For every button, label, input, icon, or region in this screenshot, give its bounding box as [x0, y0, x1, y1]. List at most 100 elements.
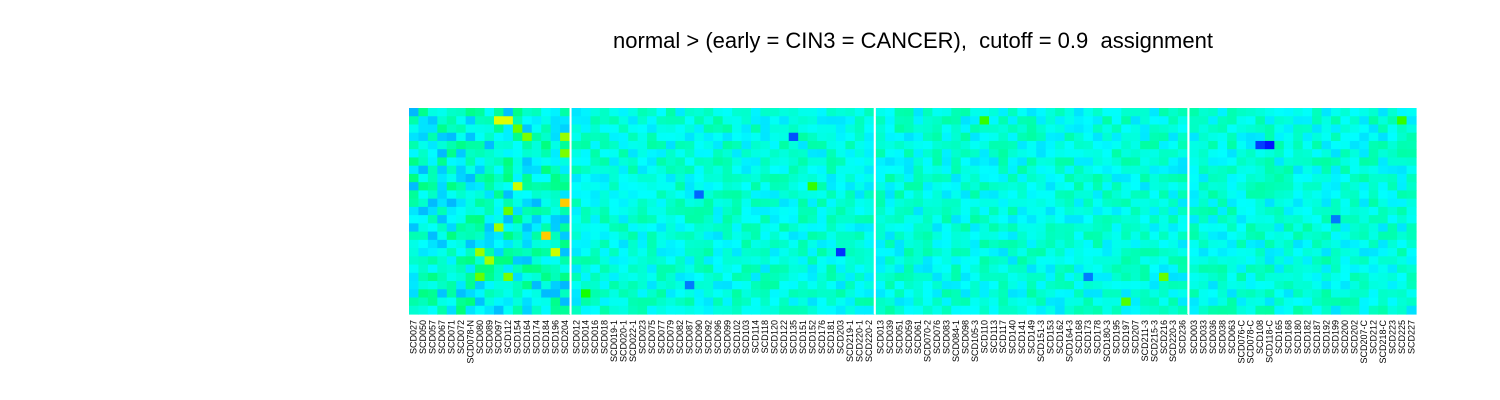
heatmap-cell: [885, 223, 896, 233]
heatmap-cell: [1083, 272, 1094, 282]
heatmap-cell: [418, 149, 429, 159]
heatmap-cell: [722, 264, 733, 274]
heatmap-cell: [864, 239, 875, 249]
heatmap-cell: [1359, 149, 1370, 159]
heatmap-cell: [1007, 198, 1018, 208]
heatmap-cell: [932, 190, 943, 200]
heatmap-cell: [571, 289, 582, 299]
heatmap-cell: [1302, 190, 1313, 200]
heatmap-cell: [1198, 256, 1209, 266]
heatmap-cell: [628, 256, 639, 266]
heatmap-cell: [1036, 182, 1047, 191]
heatmap-cell: [979, 272, 990, 282]
heatmap-cell: [409, 132, 420, 142]
heatmap-cell: [864, 140, 875, 150]
heatmap-cell: [1168, 149, 1179, 159]
heatmap-cell: [541, 173, 552, 183]
heatmap-cell: [960, 248, 971, 257]
heatmap-cell: [1177, 289, 1188, 299]
heatmap-cell: [1293, 223, 1304, 233]
heatmap-cell: [835, 173, 846, 183]
heatmap-cell: [1168, 248, 1179, 257]
heatmap-cell: [951, 173, 962, 183]
heatmap-cell: [779, 116, 790, 126]
heatmap-cell: [817, 289, 828, 299]
heatmap-cell: [618, 124, 629, 134]
heatmap-cell: [703, 206, 714, 216]
heatmap-cell: [750, 206, 761, 216]
heatmap-cell: [1255, 173, 1266, 183]
heatmap-cell: [1274, 132, 1285, 142]
heatmap-cell: [409, 305, 420, 315]
heatmap-cell: [427, 116, 438, 126]
heatmap-cell: [913, 206, 924, 216]
heatmap-cell: [550, 272, 561, 282]
heatmap-cell: [1064, 124, 1075, 134]
heatmap-cell: [779, 289, 790, 299]
heatmap-cell: [1208, 173, 1219, 183]
heatmap-cell: [484, 223, 495, 233]
heatmap-cell: [684, 272, 695, 282]
heatmap-cell: [647, 281, 658, 290]
heatmap-cell: [503, 305, 514, 315]
heatmap-cell: [531, 165, 542, 175]
heatmap-cell: [1092, 215, 1103, 224]
heatmap-cell: [1217, 223, 1228, 233]
heatmap-cell: [531, 289, 542, 299]
heatmap-cell: [951, 297, 962, 307]
heatmap-cell: [854, 157, 865, 167]
heatmap-cell: [989, 198, 1000, 208]
heatmap-cell: [951, 281, 962, 290]
heatmap-cell: [1293, 305, 1304, 315]
heatmap-cell: [541, 305, 552, 315]
heatmap-cell: [409, 289, 420, 299]
heatmap-cell: [854, 108, 865, 117]
heatmap-cell: [550, 173, 561, 183]
heatmap-cell: [989, 116, 1000, 126]
heatmap-cell: [418, 108, 429, 117]
heatmap-cell: [1246, 256, 1257, 266]
heatmap-cell: [1349, 272, 1360, 282]
heatmap-cell: [817, 124, 828, 134]
heatmap-cell: [484, 248, 495, 257]
heatmap-cell: [722, 198, 733, 208]
heatmap-cell: [493, 182, 505, 191]
heatmap-cell: [1217, 116, 1228, 126]
heatmap-cell: [599, 190, 610, 200]
heatmap-cell: [656, 165, 667, 175]
heatmap-cell: [522, 272, 533, 282]
heatmap-cell: [665, 173, 677, 183]
heatmap-cell: [1340, 190, 1351, 200]
heatmap-cell: [1177, 272, 1188, 282]
heatmap-cell: [741, 272, 752, 282]
heatmap-cell: [760, 140, 771, 150]
heatmap-cell: [703, 248, 714, 257]
heatmap-cell: [1026, 132, 1037, 142]
heatmap-cell: [1208, 281, 1219, 290]
heatmap-cell: [835, 198, 846, 208]
heatmap-cell: [1340, 264, 1351, 274]
heatmap-cell: [1368, 231, 1379, 241]
heatmap-cell: [1092, 116, 1103, 126]
heatmap-cell: [656, 149, 667, 159]
heatmap-cell: [1159, 140, 1170, 150]
heatmap-cell: [835, 264, 846, 274]
heatmap-cell: [1177, 190, 1188, 200]
heatmap-cell: [1255, 108, 1266, 117]
heatmap-cell: [1092, 190, 1103, 200]
heatmap-cell: [609, 289, 620, 299]
heatmap-cell: [826, 305, 837, 315]
heatmap-cell: [609, 198, 620, 208]
heatmap-cell: [493, 215, 505, 224]
heatmap-cell: [864, 198, 875, 208]
heatmap-cell: [817, 264, 828, 274]
heatmap-cell: [1074, 165, 1085, 175]
heatmap-cell: [665, 108, 677, 117]
column-label: SCD165: [1274, 320, 1284, 354]
heatmap-cell: [647, 297, 658, 307]
heatmap-cell: [1189, 140, 1200, 150]
heatmap-cell: [465, 289, 476, 299]
heatmap-cell: [1026, 256, 1037, 266]
heatmap-cell: [1083, 305, 1094, 315]
heatmap-cell: [1236, 256, 1247, 266]
